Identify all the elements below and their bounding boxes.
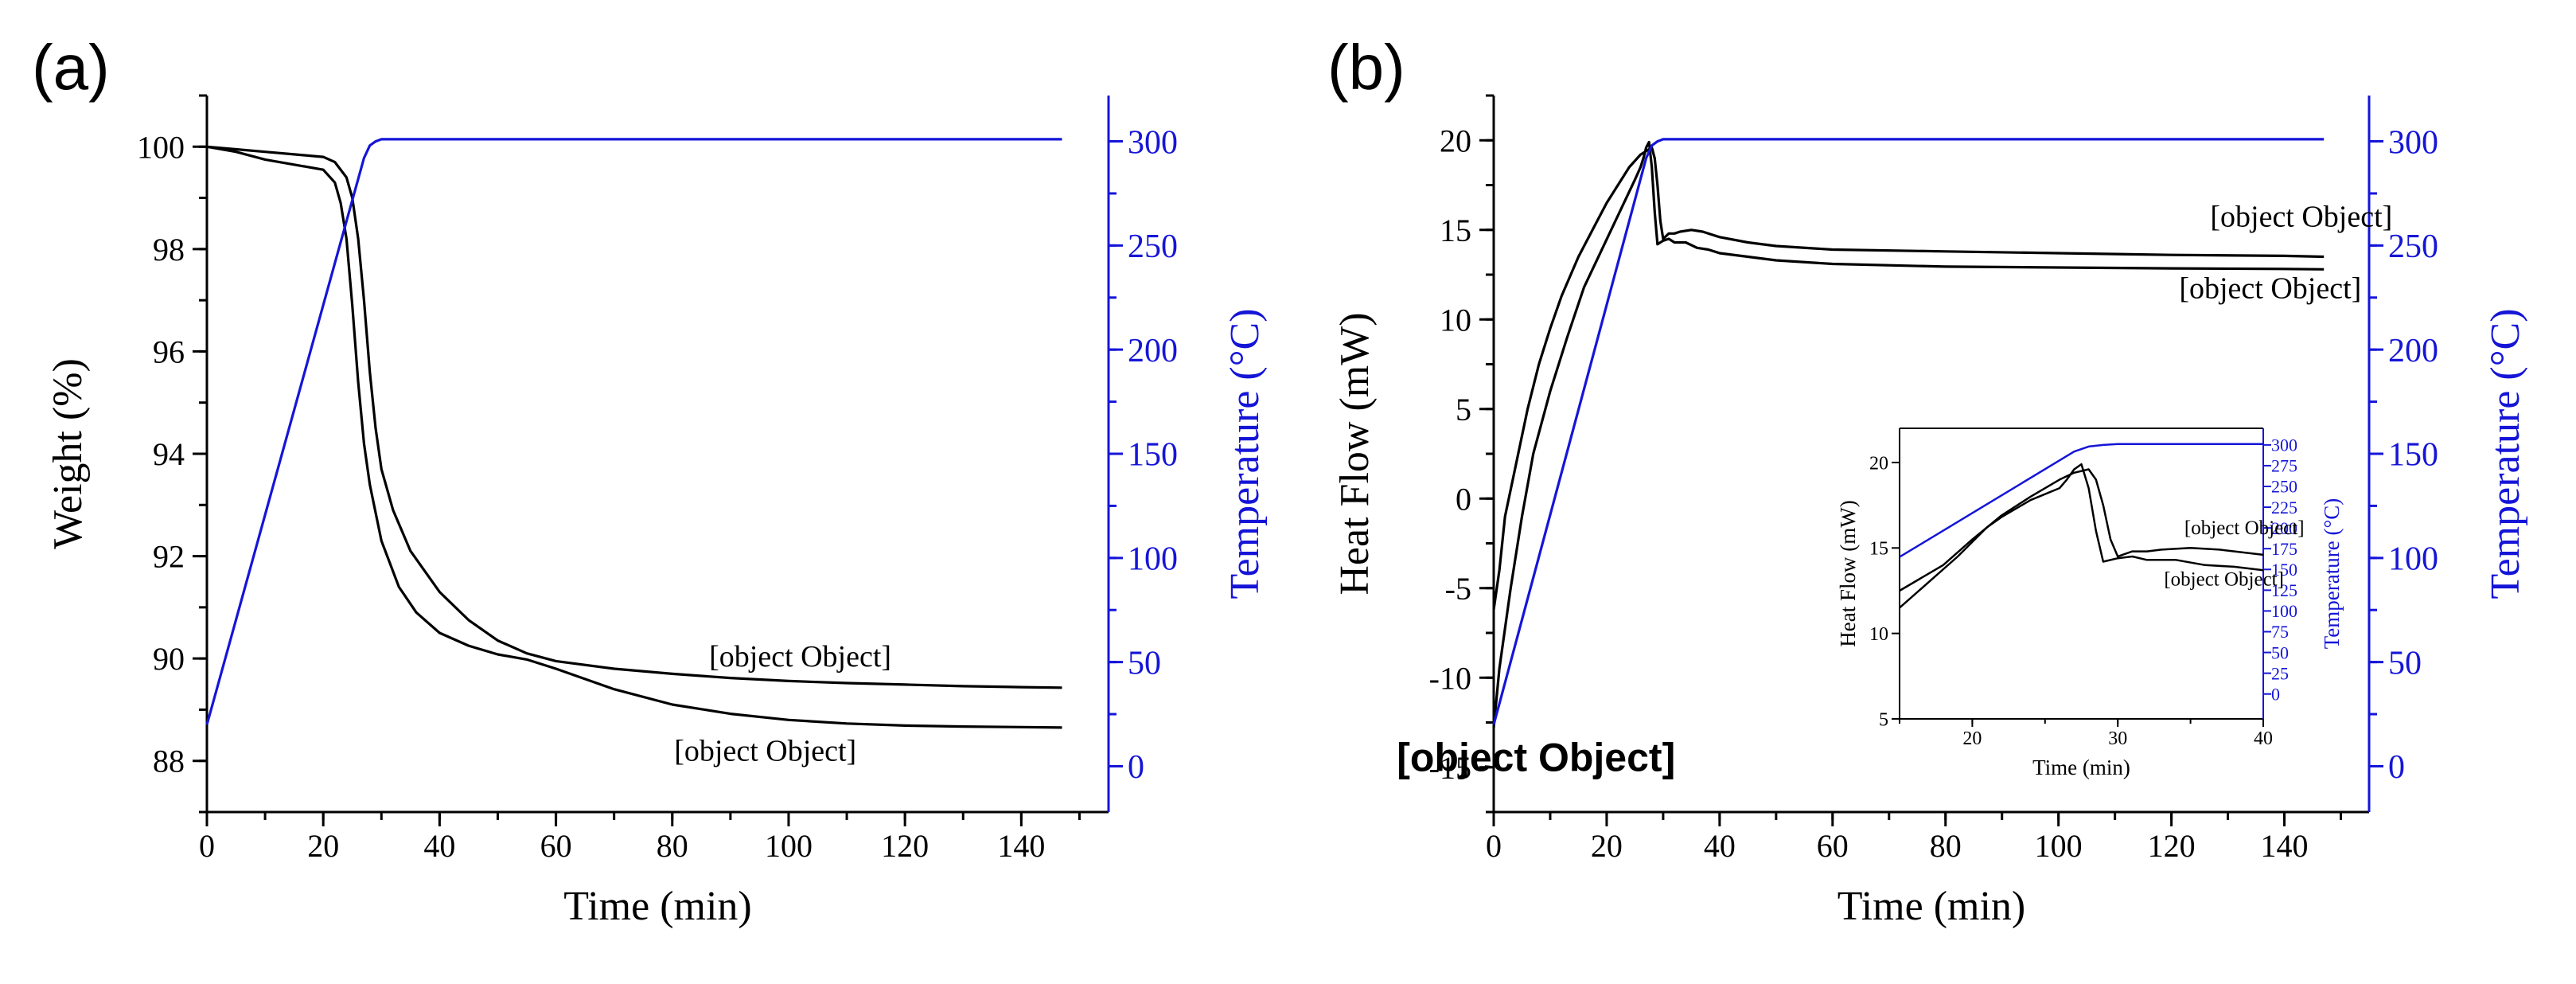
y-axis-title: Weight (%) — [45, 358, 91, 549]
inset-background — [1900, 428, 2263, 719]
x-tick-label: 60 — [1817, 828, 1849, 864]
series-line-cp — [1492, 146, 2325, 611]
x-tick-label: 30 — [2108, 728, 2127, 749]
y2-tick-label: 125 — [2271, 580, 2297, 600]
y2-tick-label: 200 — [2388, 333, 2438, 369]
y-tick-label: 20 — [1440, 123, 1471, 158]
y2-tick-label: 250 — [2388, 228, 2438, 265]
y2-tick-label: 275 — [2271, 456, 2297, 476]
y-axis-title: Heat Flow (mW) — [1332, 312, 1378, 595]
y-tick-label: 96 — [153, 334, 185, 369]
y2-tick-label: 250 — [2271, 477, 2297, 497]
x-tick-label: 140 — [2261, 828, 2309, 864]
y-tick-label: 5 — [1879, 709, 1888, 730]
annotation-label: [object Object] — [2210, 200, 2392, 233]
y-axis-title: Heat Flow (mW) — [1836, 500, 1860, 646]
y-tick-label: -10 — [1429, 660, 1471, 696]
annotation-label: [object Object] — [709, 640, 891, 674]
panel-label-a: (a) — [32, 32, 110, 103]
y-tick-label: 94 — [153, 436, 185, 472]
series-line-nio-cp — [1492, 140, 2325, 728]
x-tick-label: 120 — [2148, 828, 2196, 864]
y2-tick-label: 75 — [2271, 622, 2289, 642]
y2-tick-label: 50 — [2271, 642, 2289, 662]
x-tick-label: 40 — [423, 828, 455, 864]
y-tick-label: -5 — [1445, 571, 1471, 607]
y2-tick-label: 50 — [2388, 645, 2422, 681]
y-tick-label: 88 — [153, 744, 185, 779]
y-tick-label: -15 — [1429, 750, 1471, 786]
y2-tick-label: 100 — [2388, 541, 2438, 578]
y2-tick-label: 0 — [2388, 749, 2405, 786]
y2-tick-label: 150 — [2388, 437, 2438, 474]
series-line-nio-cp — [1899, 463, 2264, 609]
y-tick-label: 5 — [1456, 392, 1471, 428]
y2-tick-label: 300 — [1128, 124, 1178, 161]
y2-axis-title: Temperature (°C) — [2320, 498, 2344, 650]
y-tick-label: 10 — [1440, 302, 1471, 338]
series-line-cp — [206, 145, 1062, 689]
exo-up-label: [object Object] — [1397, 735, 1675, 779]
y-tick-label: 100 — [137, 129, 185, 165]
y-tick-label: 20 — [1869, 453, 1888, 474]
x-tick-label: 40 — [1704, 828, 1736, 864]
y2-tick-label: 100 — [2271, 601, 2297, 621]
temperature-line — [1492, 138, 2325, 725]
x-tick-label: 140 — [997, 828, 1045, 864]
y-tick-label: 0 — [1456, 481, 1471, 517]
panel-a-chart: (a) 0 20 40 60 80 100 120 140 88 90 92 94 96 98 100 0 50 1… — [32, 32, 1268, 929]
x-tick-label: 20 — [1591, 828, 1623, 864]
y2-tick-label: 0 — [1128, 749, 1144, 786]
inset-chart: 20 30 405101520025507510012515017520022525… — [1836, 428, 2344, 779]
y2-axis-title: Temperature (°C) — [1222, 308, 1268, 599]
y2-tick-label: 150 — [1128, 437, 1178, 474]
x-tick-label: 100 — [765, 828, 813, 864]
x-tick-label: 0 — [1486, 828, 1502, 864]
y2-tick-label: 175 — [2271, 539, 2297, 559]
x-axis-title: Time (min) — [1837, 884, 2025, 929]
y-tick-label: 10 — [1869, 624, 1888, 645]
panel-b-chart: (b)0 20 40 60 80 100 120 140-15-10-505101520050… — [1327, 32, 2528, 929]
y2-tick-label: 300 — [2271, 435, 2297, 455]
y2-tick-label: 225 — [2271, 498, 2297, 517]
annotation-label: [object Object] — [2179, 271, 2361, 305]
y2-tick-label: 200 — [1128, 333, 1178, 369]
panel-label-b: (b) — [1327, 32, 1405, 103]
annotation-label: [object Object] — [2164, 569, 2284, 591]
y2-tick-label: 0 — [2271, 684, 2280, 704]
series-line-nio-cp — [206, 145, 1062, 729]
y2-tick-label: 150 — [2271, 560, 2297, 580]
y2-tick-label: 25 — [2271, 663, 2289, 683]
y-tick-label: 15 — [1869, 539, 1888, 560]
x-tick-label: 80 — [1930, 828, 1962, 864]
x-axis-title: Time (min) — [563, 884, 751, 929]
y2-tick-label: 300 — [2388, 124, 2438, 161]
y-tick-label: 15 — [1440, 213, 1471, 248]
x-tick-label: 120 — [881, 828, 929, 864]
x-tick-label: 60 — [540, 828, 572, 864]
x-tick-label: 100 — [2035, 828, 2083, 864]
x-tick-label: 20 — [1962, 728, 1982, 749]
annotation-label: [object Object] — [2184, 517, 2305, 539]
y2-tick-label: 50 — [1128, 645, 1161, 681]
x-tick-label: 0 — [199, 828, 215, 864]
temperature-line — [205, 138, 1062, 725]
x-axis-title: Time (min) — [2032, 756, 2130, 779]
y2-axis-title: Temperature (°C) — [2483, 308, 2528, 599]
y-tick-label: 90 — [153, 641, 185, 677]
y2-tick-label: 200 — [2271, 518, 2297, 538]
y2-tick-label: 250 — [1128, 228, 1178, 265]
temperature-line — [1899, 443, 2263, 558]
x-tick-label: 20 — [307, 828, 339, 864]
x-tick-label: 80 — [657, 828, 688, 864]
y-tick-label: 98 — [153, 232, 185, 267]
y-tick-label: 92 — [153, 539, 185, 575]
y2-tick-label: 100 — [1128, 541, 1178, 578]
x-tick-label: 40 — [2254, 728, 2273, 749]
annotation-label: [object Object] — [674, 735, 856, 768]
